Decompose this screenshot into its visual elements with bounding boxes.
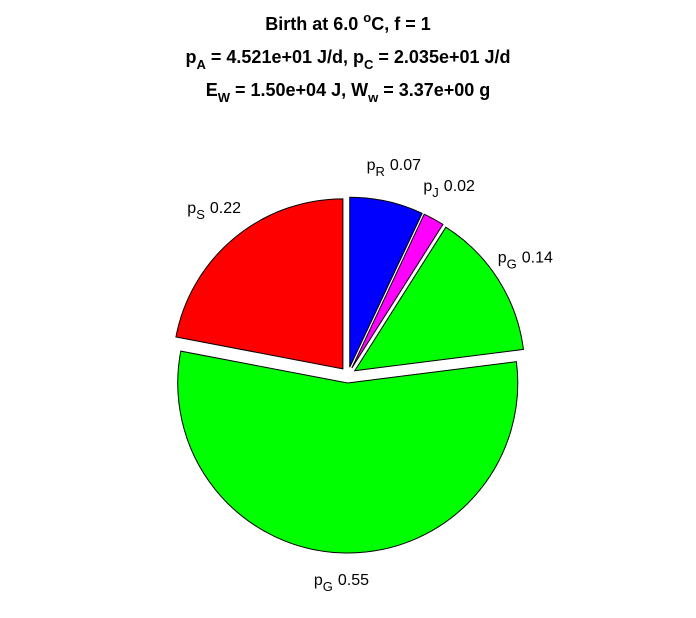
title-text: = 2.035e+01 J/d [373, 47, 510, 67]
pie-slice [351, 213, 444, 369]
slice-label: pJ 0.02 [423, 178, 475, 200]
slice-label: pR 0.07 [367, 157, 422, 179]
title-text: E [206, 80, 218, 100]
label-sub: S [196, 207, 205, 222]
value-label: 0.55 [338, 572, 369, 589]
label-base: p [367, 157, 376, 174]
value-label: 0.07 [390, 157, 421, 174]
pie-slice [349, 196, 423, 368]
title-text: = 1.50e+04 J, W [230, 80, 368, 100]
label-base: p [314, 572, 323, 589]
title-text: p [186, 47, 197, 67]
chart-title: Birth at 6.0 oC, f = 1 [265, 10, 431, 34]
title-text: Birth at 6.0 [265, 14, 363, 34]
slice-label: pG 0.55 [314, 572, 369, 594]
value-label: 0.22 [210, 200, 241, 217]
chart-title: EW = 1.50e+04 J, Ww = 3.37e+00 g [206, 80, 491, 105]
pie-slice [353, 226, 524, 372]
pie-slice [175, 198, 344, 370]
label-base: p [423, 178, 432, 195]
slice-label: pS 0.22 [187, 200, 241, 222]
title-sub: C [364, 57, 374, 72]
label-base: p [498, 249, 507, 266]
label-sub: G [507, 256, 517, 271]
title-text: = 3.37e+00 g [378, 80, 490, 100]
value-label: 0.02 [444, 178, 475, 195]
label-sub: G [323, 579, 333, 594]
chart-title: pA = 4.521e+01 J/d, pC = 2.035e+01 J/d [186, 47, 511, 72]
label-sub: J [432, 185, 439, 200]
label-sub: R [375, 164, 384, 179]
value-label: 0.14 [522, 249, 553, 266]
title-sub: W [218, 90, 231, 105]
title-text: C, f = 1 [371, 14, 431, 34]
title-text: = 4.521e+01 J/d, p [206, 47, 364, 67]
title-sub: A [197, 57, 207, 72]
title-sup: o [363, 10, 371, 25]
title-sub: w [367, 90, 379, 105]
label-base: p [187, 200, 196, 217]
pie-slice [177, 350, 519, 554]
slice-label: pG 0.14 [498, 249, 553, 271]
